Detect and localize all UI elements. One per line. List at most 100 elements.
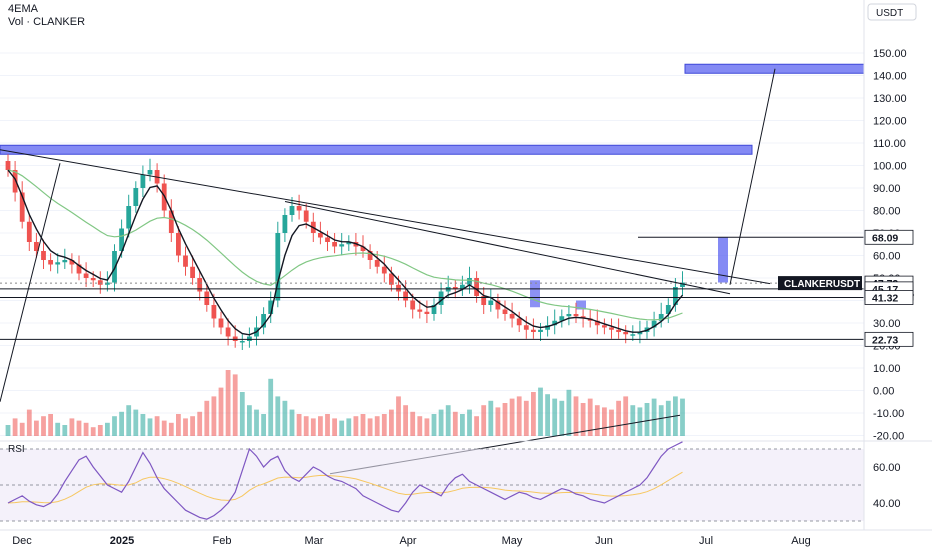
- price-label: 22.73: [872, 334, 898, 346]
- volume-bar: [261, 414, 266, 436]
- candle-body: [5, 161, 11, 170]
- trend-line: [729, 68, 776, 285]
- x-tick-label: May: [502, 535, 523, 547]
- candle-body: [495, 300, 501, 310]
- candle-body: [339, 244, 345, 247]
- volume-bar: [509, 398, 515, 436]
- candle-body: [211, 305, 217, 319]
- candle-body: [147, 170, 153, 175]
- volume-bar: [239, 392, 245, 436]
- rsi-label: RSI: [8, 444, 25, 455]
- volume-bar: [587, 398, 593, 436]
- volume-bar: [55, 422, 61, 436]
- volume-bar: [445, 405, 451, 436]
- volume-bar: [431, 414, 437, 436]
- volume-bar: [268, 378, 274, 436]
- volume-bar: [275, 396, 281, 436]
- volume-bar: [176, 414, 181, 436]
- x-tick-label: Feb: [213, 535, 232, 547]
- volume-bar: [318, 416, 323, 436]
- candle-body: [133, 188, 139, 206]
- candle-body: [48, 260, 53, 265]
- rsi-ma-line: [7, 471, 683, 504]
- volume-bar: [516, 396, 522, 436]
- trend-line: [0, 163, 61, 402]
- candle-body: [367, 251, 373, 260]
- y-tick-label: -10.00: [873, 408, 904, 420]
- candle-body: [616, 329, 621, 332]
- volume-bar: [41, 416, 46, 436]
- candle-body: [126, 206, 132, 229]
- candle-body: [282, 215, 288, 233]
- trend-line: [0, 149, 771, 285]
- candle-body: [566, 314, 572, 317]
- target-box: [718, 237, 728, 283]
- candle-body: [303, 210, 309, 222]
- candle-body: [389, 273, 394, 285]
- candle-body: [41, 251, 46, 260]
- volume-bar: [396, 396, 401, 436]
- volume-bar: [211, 396, 217, 436]
- candle-body: [247, 336, 252, 341]
- y-tick-label: 110.00: [873, 138, 906, 150]
- candle-body: [658, 314, 664, 321]
- candle-body: [559, 316, 565, 321]
- x-tick-label: Jun: [595, 535, 613, 547]
- price-label: 68.09: [872, 232, 898, 244]
- candle-body: [602, 325, 607, 328]
- candle-body: [637, 332, 643, 335]
- candle-body: [538, 329, 543, 332]
- trend-drawings: [0, 68, 776, 475]
- volume-bar: [247, 405, 252, 436]
- candle-body: [665, 305, 671, 314]
- candle-body: [417, 309, 423, 312]
- volume-bar: [168, 422, 174, 436]
- volume-bar: [232, 374, 238, 436]
- volume-bar: [367, 418, 373, 436]
- candle-body: [410, 300, 416, 310]
- y-tick-label: 30.00: [873, 318, 901, 330]
- volume-bar: [346, 418, 352, 436]
- candle-body: [438, 291, 444, 305]
- price-label-bg: [864, 331, 914, 347]
- y-tick-label: 140.00: [873, 71, 907, 83]
- volume-bar: [573, 396, 579, 436]
- candle-body: [360, 246, 366, 251]
- volume-bar: [580, 403, 586, 436]
- volume-bar: [112, 416, 117, 436]
- candle-body: [573, 314, 579, 317]
- candle-body: [502, 309, 508, 314]
- candle-body: [289, 206, 295, 215]
- candle-body: [26, 221, 32, 242]
- symbol-label: CLANKERUSDT: [784, 279, 860, 290]
- candle-body: [19, 192, 25, 222]
- volume-bars: [5, 370, 685, 436]
- candle-body: [523, 325, 529, 330]
- volume-bar: [616, 400, 621, 436]
- horizontal-levels: [0, 236, 864, 340]
- zones: [0, 63, 865, 310]
- currency-button[interactable]: [867, 3, 917, 21]
- candle-body: [90, 278, 96, 281]
- volume-bar: [474, 416, 479, 436]
- volume-bar: [190, 416, 195, 436]
- y-tick-label: -20.00: [873, 431, 904, 443]
- candle-body: [403, 291, 408, 301]
- y-tick-label: 90.00: [873, 183, 901, 195]
- volume-bar: [680, 398, 685, 436]
- candle-body: [239, 341, 245, 343]
- volume-bar: [161, 420, 167, 436]
- volume-bar: [559, 400, 565, 436]
- candle-body: [396, 284, 401, 292]
- candle-body: [673, 287, 678, 305]
- volume-bar: [48, 414, 53, 436]
- y-tick-label: 150.00: [873, 48, 907, 60]
- x-tick-label: Apr: [399, 535, 416, 547]
- candle-body: [623, 332, 629, 335]
- candle-body: [488, 300, 494, 305]
- x-tick-label: 2025: [110, 535, 134, 547]
- rsi-line: [7, 441, 683, 520]
- candle-body: [424, 311, 430, 314]
- volume-bar: [147, 418, 153, 436]
